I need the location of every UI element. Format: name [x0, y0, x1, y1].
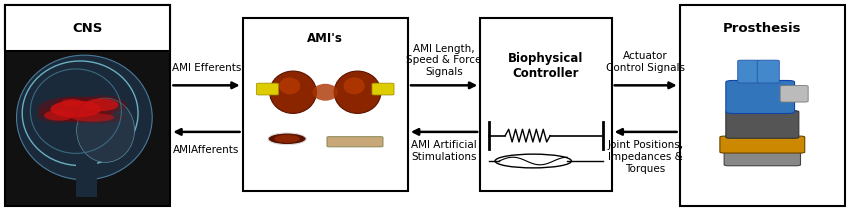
Bar: [5, 5, 170, 206]
FancyBboxPatch shape: [738, 60, 760, 83]
Bar: [680, 5, 845, 206]
Ellipse shape: [61, 99, 82, 106]
Ellipse shape: [76, 98, 134, 162]
Text: AMI's: AMI's: [308, 32, 343, 45]
Text: Prosthesis: Prosthesis: [723, 22, 802, 35]
Text: AMI Efferents: AMI Efferents: [172, 63, 241, 73]
Bar: [76, 161, 97, 197]
Bar: [5, 5, 170, 52]
Ellipse shape: [275, 135, 300, 143]
Ellipse shape: [84, 98, 118, 111]
Ellipse shape: [56, 97, 88, 108]
Text: AMI Artificial
Stimulations: AMI Artificial Stimulations: [411, 140, 477, 162]
Ellipse shape: [343, 77, 365, 94]
Ellipse shape: [495, 154, 571, 168]
FancyBboxPatch shape: [726, 81, 795, 114]
FancyBboxPatch shape: [726, 111, 799, 138]
FancyBboxPatch shape: [780, 86, 808, 102]
Ellipse shape: [61, 111, 125, 124]
Text: Joint Positions,
Impedances &
Torques: Joint Positions, Impedances & Torques: [608, 140, 683, 174]
FancyBboxPatch shape: [720, 136, 805, 153]
Ellipse shape: [334, 71, 381, 113]
Text: AMI Length,
Speed & Force
Signals: AMI Length, Speed & Force Signals: [406, 44, 482, 77]
Text: Actuator
Control Signals: Actuator Control Signals: [606, 51, 685, 73]
Ellipse shape: [50, 101, 101, 118]
Ellipse shape: [16, 55, 152, 180]
Bar: [480, 18, 612, 191]
Ellipse shape: [37, 96, 114, 122]
Ellipse shape: [71, 113, 114, 122]
Ellipse shape: [44, 110, 74, 121]
Bar: [242, 18, 408, 191]
Ellipse shape: [279, 77, 300, 94]
Text: AMIAfferents: AMIAfferents: [173, 145, 240, 155]
FancyBboxPatch shape: [327, 137, 383, 147]
Text: CNS: CNS: [72, 22, 103, 35]
Ellipse shape: [313, 84, 338, 101]
Ellipse shape: [76, 95, 127, 114]
FancyBboxPatch shape: [372, 83, 394, 95]
Ellipse shape: [268, 133, 306, 145]
Ellipse shape: [269, 71, 316, 113]
Ellipse shape: [37, 107, 82, 123]
FancyBboxPatch shape: [257, 83, 279, 95]
FancyBboxPatch shape: [757, 60, 779, 83]
Text: Biophysical
Controller: Biophysical Controller: [508, 52, 584, 80]
FancyBboxPatch shape: [724, 151, 801, 166]
